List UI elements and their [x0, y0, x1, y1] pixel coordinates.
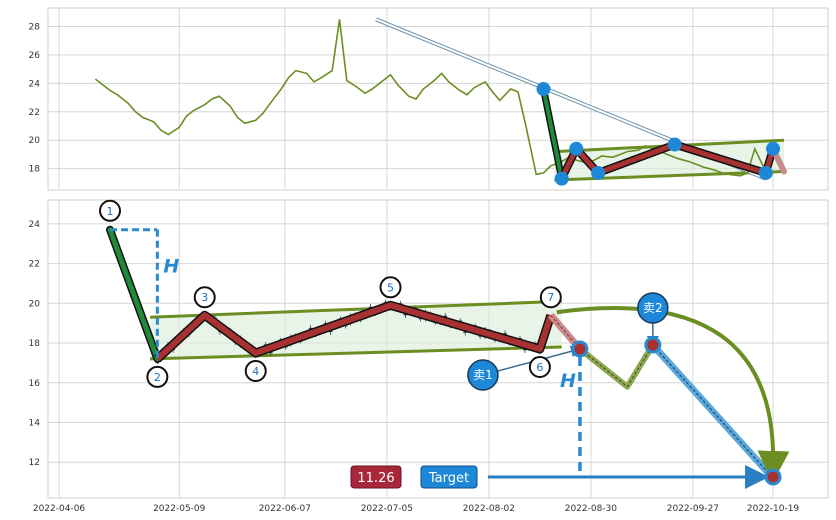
- detail-x-tick-label: 2022-06-07: [259, 504, 311, 514]
- overview-y-tick-label: 28: [29, 22, 41, 32]
- overview-pivot-dot: [591, 165, 606, 180]
- sell-marker-label: 卖2: [643, 301, 663, 315]
- detail-channel-lower: [150, 345, 562, 361]
- sell-marker-badge: [637, 292, 669, 324]
- detail-x-tick-label: 2022-05-09: [153, 504, 206, 514]
- detail-y-tick-label: 14: [29, 419, 41, 429]
- overview-price-line: [94, 19, 767, 177]
- target-label: Target: [428, 471, 469, 486]
- overview-pivot-dot: [667, 137, 682, 152]
- overview-frame: [47, 7, 829, 191]
- height-label-left: H: [163, 255, 179, 277]
- detail-y-tick-label: 12: [29, 458, 40, 468]
- detail-grid: [48, 200, 828, 498]
- detail-x-tick-label: 2022-08-30: [565, 504, 618, 514]
- detail-y-tick-label: 22: [29, 260, 40, 270]
- pattern-point-circle: [193, 286, 216, 309]
- target-curve-arrow: [556, 306, 790, 483]
- pattern-point-circle: [146, 365, 169, 388]
- pattern-point-circle: [379, 276, 402, 299]
- overview-y-tick-label: 24: [29, 79, 41, 89]
- projection-legs-green-core: [579, 344, 654, 388]
- detail-channel-upper: [150, 299, 562, 319]
- overview-y-tick-label: 18: [29, 165, 41, 175]
- pattern-point-label: 2: [154, 371, 161, 384]
- overview-series-line: [94, 19, 767, 177]
- detail-x-tick-label: 2022-08-02: [463, 504, 515, 514]
- detail-y-ticks: 12 14 16 18 20 22 24: [29, 220, 41, 468]
- projection-leg-blue: [650, 342, 776, 481]
- overview-pivot-dot: [766, 141, 781, 156]
- detail-x-ticks: 2022-04-06 2022-05-09 2022-06-07 2022-07-05…: [33, 504, 800, 514]
- pattern-point-label: 7: [547, 291, 554, 304]
- overview-y-ticks: 18 20 22 24 26 28: [29, 22, 41, 174]
- detail-projection: [548, 306, 790, 483]
- target-dot: [764, 468, 782, 486]
- detail-channel: [150, 299, 562, 361]
- overview-pivot-dot: [569, 141, 584, 156]
- overview-y-tick-label: 22: [29, 108, 40, 118]
- detail-x-tick-label: 2022-07-05: [361, 504, 413, 514]
- overview-y-tick-label: 20: [29, 136, 41, 146]
- detail-y-tick-label: 20: [29, 299, 41, 309]
- detail-y-tick-label: 16: [29, 379, 41, 389]
- overview-leg-green: [541, 87, 564, 181]
- overview-pivot-dot: [536, 82, 551, 97]
- detail-y-tick-label: 24: [29, 220, 41, 230]
- sell-marker-label: 卖1: [473, 368, 493, 382]
- target-label-box: [420, 465, 478, 489]
- overview-pivot-dot: [758, 165, 773, 180]
- detail-y-tick-label: 18: [29, 339, 41, 349]
- overview-zigzag: [536, 82, 787, 186]
- target-value-label: 11.26: [357, 471, 394, 486]
- pattern-point-label: 1: [107, 205, 114, 218]
- detail-frame: [47, 199, 829, 499]
- pattern-point-label: 6: [536, 361, 543, 374]
- pattern-point-circle: [99, 199, 122, 222]
- detail-channel-fill: [150, 301, 562, 359]
- pattern-point-circle: [244, 359, 267, 382]
- detail-pattern-points: 1 2 3 4 5 6 7: [99, 199, 562, 388]
- pattern-point-label: 4: [252, 365, 259, 378]
- sell-dot: [644, 336, 662, 354]
- detail-leg-green: [107, 227, 160, 362]
- target-value-box: [350, 465, 402, 489]
- pattern-point-label: 3: [201, 291, 208, 304]
- height-label-right: H: [560, 370, 576, 392]
- detail-annotations: H H 11.26 Target 卖1 卖2: [110, 228, 782, 489]
- pattern-point-circle: [528, 356, 551, 378]
- overview-y-tick-label: 26: [29, 51, 41, 61]
- detail-x-tick-label: 2022-04-06: [33, 504, 86, 514]
- overview-pivot-dot: [554, 171, 569, 186]
- detail-zigzag-red: [155, 302, 554, 362]
- sell-dot: [571, 340, 589, 358]
- detail-x-tick-label: 2022-10-19: [747, 504, 800, 514]
- detail-x-tick-label: 2022-09-27: [667, 504, 719, 514]
- sell-marker-badge: [467, 359, 499, 391]
- overview-panel: 18 20 22 24 26 28: [29, 7, 829, 191]
- pattern-point-circle: [539, 286, 562, 309]
- detail-zigzag: [106, 225, 556, 363]
- pattern-point-label: 5: [387, 281, 394, 294]
